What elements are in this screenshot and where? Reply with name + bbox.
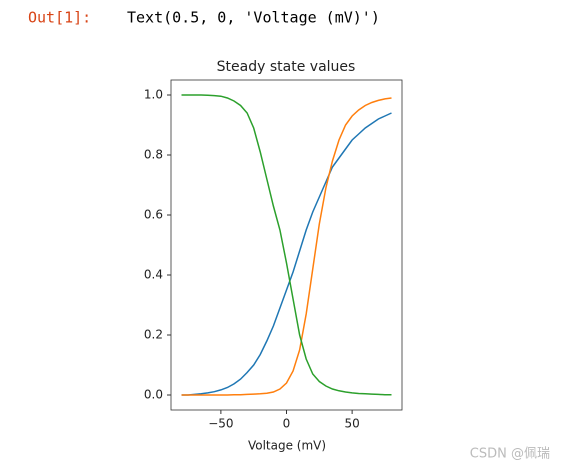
output-prompt: Out[1]: <box>28 9 91 27</box>
chart-title: Steady state values <box>217 59 356 75</box>
watermark: CSDN @佩瑞 <box>470 447 550 462</box>
x-tick-label: −50 <box>208 417 233 431</box>
line-series <box>181 97 392 396</box>
y-tick-label: 1.0 <box>144 88 163 102</box>
line-series <box>181 112 392 396</box>
x-tick-label: 0 <box>283 417 291 431</box>
output-text: Text(0.5, 0, 'Voltage (mV)') <box>127 9 380 27</box>
line-series <box>181 94 392 396</box>
x-tick-label: 50 <box>344 417 359 431</box>
plot-frame <box>170 79 403 411</box>
y-tick-label: 0.6 <box>144 208 163 222</box>
y-tick-label: 0.4 <box>144 268 163 282</box>
x-axis-label: Voltage (mV) <box>248 439 326 453</box>
y-tick-label: 0.2 <box>144 328 163 342</box>
y-tick-label: 0.8 <box>144 148 163 162</box>
y-tick-label: 0.0 <box>144 388 163 402</box>
